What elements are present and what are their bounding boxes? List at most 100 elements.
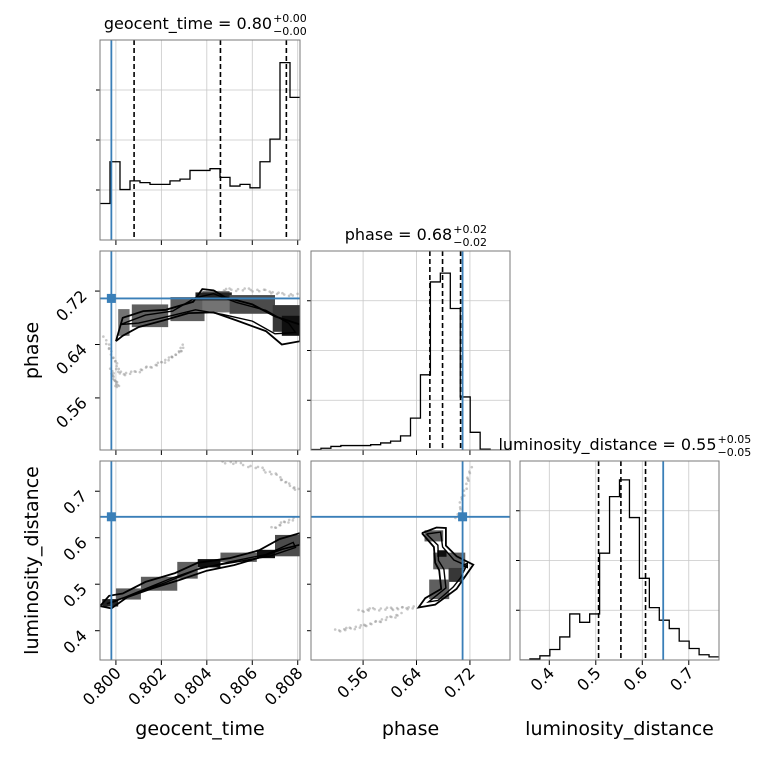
sample-point bbox=[124, 371, 128, 375]
x-tick-label: 0.804 bbox=[170, 663, 216, 709]
sample-point bbox=[234, 289, 238, 293]
sample-point bbox=[262, 468, 266, 472]
x-tick-label: 0.56 bbox=[333, 663, 372, 702]
sample-point bbox=[239, 461, 243, 465]
truth-marker bbox=[106, 512, 116, 522]
sample-point bbox=[117, 367, 121, 371]
sample-point bbox=[129, 370, 133, 373]
sample-point bbox=[400, 611, 403, 615]
title-label: geocent_time = 0.80 bbox=[104, 14, 272, 34]
sample-point bbox=[251, 290, 254, 293]
contour-line bbox=[106, 541, 297, 605]
panel-frame bbox=[310, 460, 511, 661]
sample-point bbox=[270, 525, 273, 529]
sample-point bbox=[107, 347, 111, 351]
title-plus: +0.05 bbox=[718, 433, 752, 446]
sample-point bbox=[229, 461, 233, 464]
density-cell bbox=[448, 567, 462, 582]
sample-point bbox=[179, 349, 183, 353]
density-cell bbox=[437, 550, 447, 557]
sample-point bbox=[112, 375, 115, 378]
sample-point bbox=[377, 609, 381, 612]
sample-point bbox=[241, 289, 245, 292]
sample-point bbox=[249, 464, 252, 468]
sample-point bbox=[167, 358, 170, 362]
density-cell bbox=[115, 588, 141, 600]
sample-point bbox=[396, 614, 399, 617]
sample-point bbox=[223, 461, 227, 465]
sample-point bbox=[390, 615, 393, 619]
sample-point bbox=[107, 343, 111, 346]
sample-point bbox=[268, 290, 272, 293]
x-axis-label-luminosity_distance: luminosity_distance bbox=[525, 718, 714, 740]
sample-point bbox=[349, 627, 353, 630]
y-tick-label: 0.72 bbox=[52, 286, 91, 325]
sample-point bbox=[123, 373, 127, 377]
y-tick-label: 0.6 bbox=[59, 533, 90, 564]
sample-point bbox=[115, 364, 118, 368]
truth-marker bbox=[458, 512, 468, 522]
title-plus: +0.02 bbox=[453, 223, 487, 236]
sample-point bbox=[287, 482, 291, 485]
title-label: luminosity_distance = 0.55 bbox=[498, 435, 716, 455]
sample-point bbox=[365, 624, 368, 628]
sample-point bbox=[362, 610, 365, 614]
sample-point bbox=[384, 618, 388, 622]
sample-point bbox=[174, 353, 178, 357]
sample-point bbox=[234, 461, 238, 464]
sample-point bbox=[275, 473, 278, 476]
sample-point bbox=[412, 605, 415, 608]
sample-point bbox=[357, 608, 360, 612]
density-cell bbox=[424, 530, 444, 542]
truth-marker bbox=[106, 293, 116, 303]
x-tick-label: 0.802 bbox=[124, 663, 170, 709]
sample-point bbox=[277, 291, 280, 294]
sample-point bbox=[280, 478, 284, 481]
sample-point bbox=[373, 607, 376, 611]
contour-line bbox=[100, 532, 300, 610]
sample-point bbox=[458, 501, 462, 504]
x-tick-label: 0.6 bbox=[620, 663, 651, 694]
sample-point bbox=[380, 618, 384, 621]
title-minus: −0.02 bbox=[453, 236, 487, 249]
sample-point bbox=[118, 372, 122, 375]
sample-point bbox=[163, 361, 167, 364]
sample-point bbox=[338, 629, 342, 633]
sample-point bbox=[270, 472, 273, 476]
density-cell bbox=[220, 552, 257, 562]
sample-point bbox=[282, 293, 286, 296]
sample-point bbox=[257, 289, 261, 293]
contour-line bbox=[426, 531, 468, 603]
panel-frame bbox=[99, 250, 301, 451]
sample-point bbox=[177, 350, 181, 353]
y-axis-label-luminosity_distance: luminosity_distance bbox=[21, 466, 43, 655]
sample-point bbox=[155, 364, 159, 367]
sample-point bbox=[463, 494, 466, 497]
sample-point bbox=[256, 288, 259, 292]
sample-point bbox=[367, 609, 370, 612]
y-tick-label: 0.64 bbox=[52, 340, 91, 379]
sample-point bbox=[406, 607, 409, 611]
panel-phase-phase: phase = 0.68 +0.02−0.02 bbox=[307, 223, 511, 455]
panel-frame bbox=[99, 39, 301, 241]
sample-point bbox=[115, 362, 119, 365]
histogram-geocent_time bbox=[100, 61, 300, 205]
density-cell bbox=[195, 292, 232, 301]
sample-point bbox=[289, 292, 293, 296]
sample-point bbox=[117, 384, 121, 388]
sample-point bbox=[281, 291, 284, 295]
sample-point bbox=[288, 484, 292, 488]
contour-line bbox=[416, 526, 475, 609]
sample-point bbox=[379, 607, 383, 610]
sample-point bbox=[470, 465, 474, 469]
title-label: phase = 0.68 bbox=[345, 225, 452, 244]
title-plus: +0.00 bbox=[273, 12, 307, 25]
contour-line bbox=[120, 292, 297, 335]
sample-point bbox=[128, 372, 132, 376]
title-minus: −0.00 bbox=[273, 25, 307, 38]
sample-point bbox=[268, 470, 272, 474]
sample-point bbox=[385, 615, 389, 619]
x-tick-label: 0.4 bbox=[527, 663, 558, 694]
y-tick-label: 0.5 bbox=[59, 580, 90, 611]
